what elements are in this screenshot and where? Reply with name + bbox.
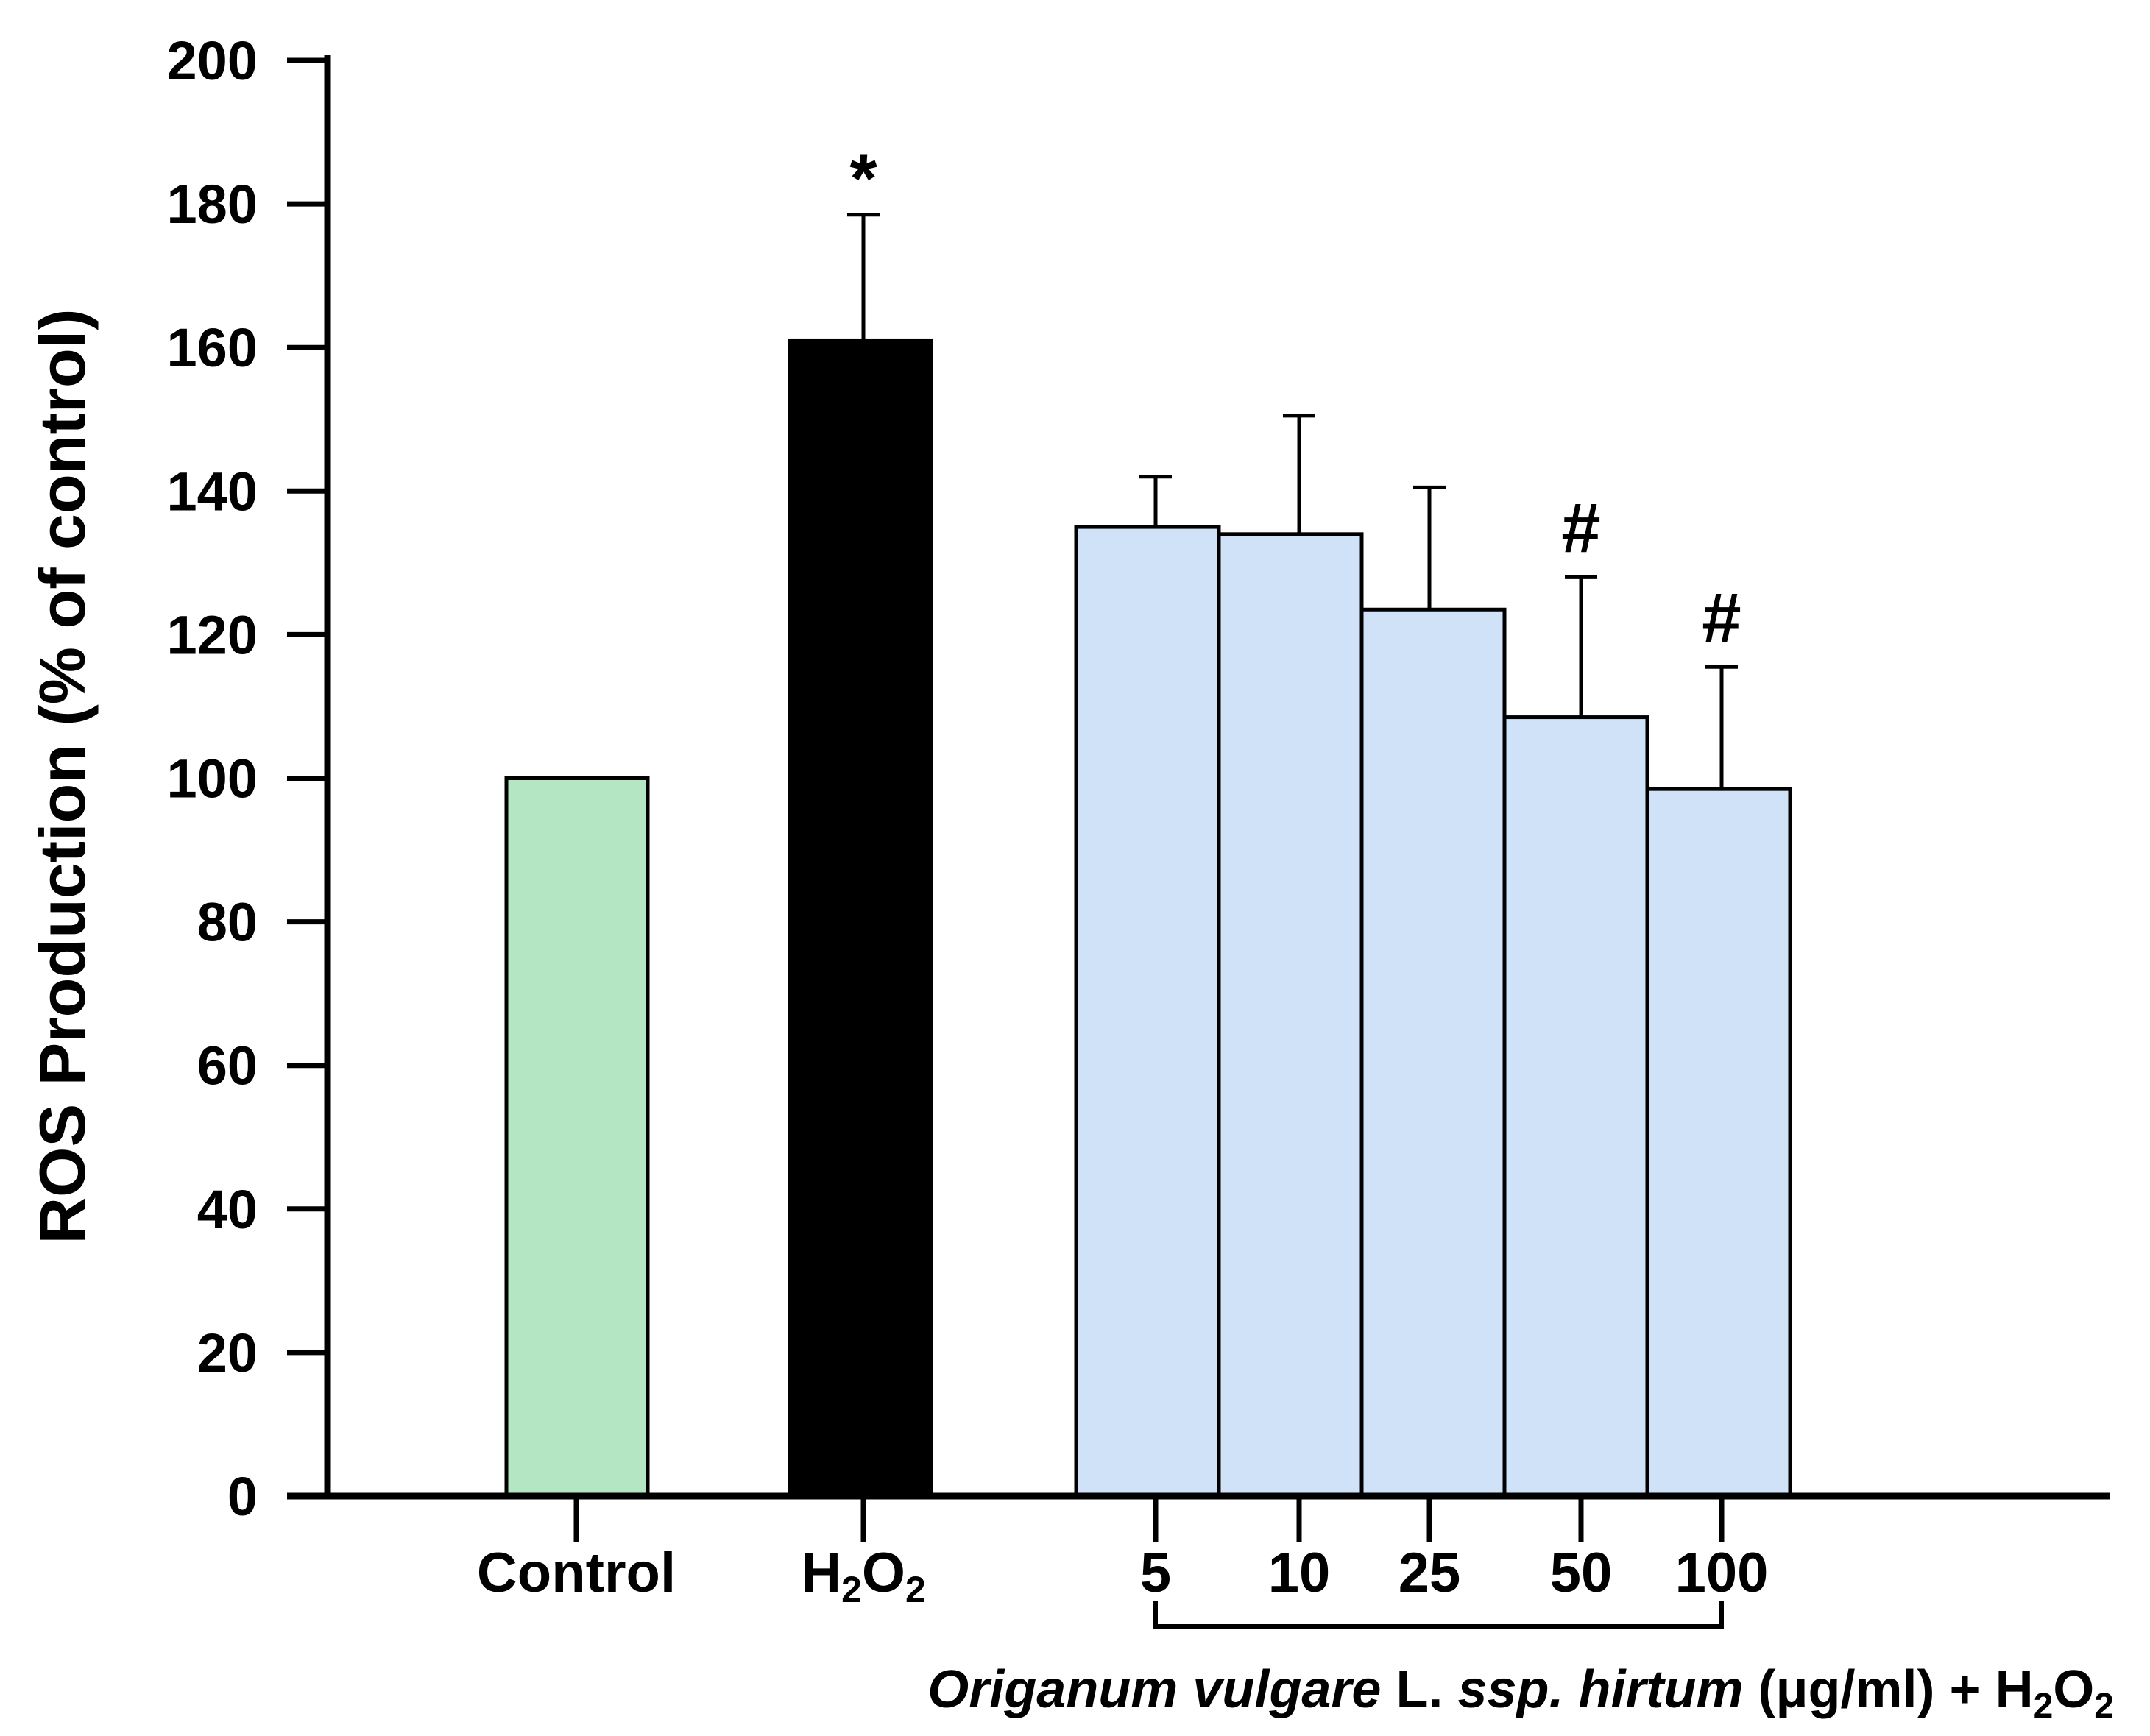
y-tick-label: 40 (197, 1179, 258, 1240)
y-tick-label: 180 (167, 174, 258, 235)
y-tick-label: 200 (167, 30, 258, 91)
y-tick-label: 120 (167, 604, 258, 665)
x-group-label-part2: (μg/ml) + H (1744, 1660, 2034, 1719)
bar-100 (1645, 787, 1792, 1498)
significance-marker-H2O2: * (849, 140, 877, 219)
x-group-label-subspecies: ssp. hirtum (1457, 1660, 1743, 1719)
h2o2-label-part: 2 (841, 1569, 862, 1610)
x-group-label-part1: L. (1381, 1660, 1457, 1719)
h2o2-label-part: 2 (905, 1569, 926, 1610)
h2o2-label-part: O (862, 1542, 905, 1604)
bars-layer (504, 338, 1792, 1498)
y-tick-label: 100 (167, 748, 258, 809)
x-tick-label: H2O2 (801, 1542, 926, 1610)
x-group-label-sub1: 2 (2034, 1687, 2054, 1726)
x-group-label-sub2: 2 (2094, 1687, 2114, 1726)
bar-50 (1502, 715, 1649, 1498)
y-axis-label: ROS Production (% of control) (26, 308, 99, 1244)
x-tick-label: 100 (1675, 1542, 1769, 1604)
y-tick-label: 0 (227, 1466, 258, 1527)
y-ticks-layer: 0 20 40 60 80 100 120 140 160 180 200 (167, 30, 328, 1527)
bar-Control (504, 776, 650, 1498)
y-tick-label: 160 (167, 317, 258, 378)
x-tick-label: Control (477, 1542, 676, 1604)
y-tick-label: 60 (197, 1035, 258, 1096)
x-group-label-o: O (2053, 1660, 2094, 1719)
y-tick-label: 20 (197, 1322, 258, 1384)
bar-10 (1217, 532, 1364, 1498)
x-tick-label: 10 (1268, 1542, 1331, 1604)
y-tick-label: 80 (197, 892, 258, 953)
significance-marker-50: # (1561, 489, 1600, 567)
x-ticks-layer: Control H2O2 5 10 25 50 100 (477, 1496, 1768, 1610)
significance-layer: * # # (849, 140, 1741, 658)
x-group-label-species: Origanum vulgare (927, 1660, 1381, 1719)
bar-H2O2 (788, 338, 933, 1498)
dose-group-bracket (1153, 1601, 1724, 1629)
x-group-label: Origanum vulgare L. ssp. hirtum (μg/ml) … (927, 1660, 2114, 1726)
bar-5 (1074, 525, 1221, 1498)
y-tick-label: 140 (167, 461, 258, 522)
bar-25 (1359, 607, 1507, 1498)
error-bars-layer (847, 213, 1738, 790)
h2o2-label-part: H (801, 1542, 841, 1604)
x-tick-label: 25 (1398, 1542, 1461, 1604)
x-tick-label: 5 (1140, 1542, 1171, 1604)
significance-marker-100: # (1702, 578, 1741, 657)
x-tick-label: 50 (1550, 1542, 1613, 1604)
